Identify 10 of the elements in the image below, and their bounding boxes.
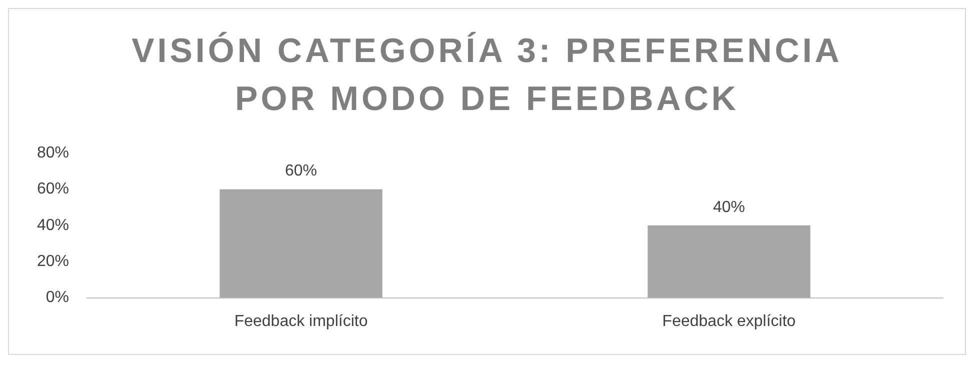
y-tick-label: 60% <box>36 180 70 198</box>
x-tick-label: Feedback implícito <box>234 312 368 330</box>
data-label: 40% <box>712 198 746 216</box>
y-tick-label: 80% <box>36 144 70 162</box>
chart-title: VISIÓN CATEGORÍA 3: PREFERENCIA POR MODO DE FEEDBACK <box>130 30 844 120</box>
data-label: 60% <box>285 162 318 180</box>
y-tick-label: 40% <box>36 216 70 234</box>
x-tick-label: Feedback explícito <box>662 312 796 330</box>
y-tick-label: 20% <box>36 253 70 270</box>
y-tick-label: 0% <box>46 289 70 306</box>
